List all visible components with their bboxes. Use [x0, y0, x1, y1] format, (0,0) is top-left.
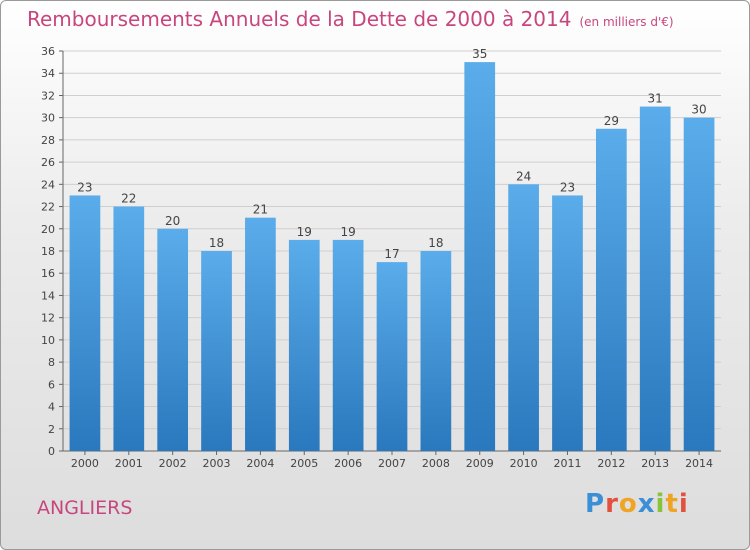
y-tick-label: 10	[41, 334, 55, 347]
y-tick-label: 22	[41, 201, 55, 214]
x-tick-label: 2002	[159, 457, 187, 470]
x-tick-label: 2000	[71, 457, 99, 470]
bar	[376, 262, 408, 451]
bar	[464, 62, 496, 451]
x-tick-label: 2011	[553, 457, 581, 470]
town-name: ANGLIERS	[37, 497, 133, 519]
bar	[683, 117, 715, 452]
x-tick-label: 2008	[422, 457, 450, 470]
y-tick-label: 34	[41, 67, 55, 80]
bar-value-label: 17	[384, 247, 399, 261]
bar-value-label: 19	[340, 225, 355, 239]
x-tick-label: 2014	[685, 457, 713, 470]
bar	[420, 251, 452, 451]
y-tick-label: 28	[41, 134, 55, 147]
bar	[595, 128, 627, 451]
labels: 23 2000 22 2001 20 2002 18 2003 21 2004 19 2005 19 20…	[71, 47, 713, 470]
logo-letter: t	[665, 489, 679, 519]
bar	[157, 228, 189, 451]
bar-value-label: 22	[121, 192, 136, 206]
bar	[552, 195, 583, 451]
chart-title-unit: (en milliers d'€)	[579, 15, 674, 29]
bar-value-label: 35	[472, 47, 487, 61]
y-tick-label: 8	[48, 356, 55, 369]
x-tick-label: 2012	[597, 457, 625, 470]
bar-value-label: 31	[648, 92, 663, 106]
bar	[639, 106, 671, 452]
bar	[288, 239, 320, 451]
y-tick-label: 32	[41, 89, 55, 102]
bar	[508, 184, 539, 452]
x-tick-label: 2010	[510, 457, 538, 470]
chart-title-main: Remboursements Annuels de la Dette de 20…	[27, 7, 572, 31]
x-tick-label: 2007	[378, 457, 406, 470]
logo-letter: i	[655, 489, 666, 519]
x-tick-label: 2001	[115, 457, 143, 470]
logo-letter: i	[678, 489, 689, 519]
logo-letter: x	[637, 489, 656, 519]
bar-value-label: 23	[77, 180, 92, 194]
y-tick-label: 18	[41, 245, 55, 258]
bar	[245, 217, 276, 451]
y-tick-label: 30	[41, 112, 55, 125]
bar-value-label: 24	[516, 169, 531, 183]
bar-value-label: 18	[209, 236, 224, 250]
bar-value-label: 18	[428, 236, 443, 250]
x-tick-label: 2005	[290, 457, 318, 470]
bar-value-label: 19	[297, 225, 312, 239]
bar	[201, 251, 232, 451]
y-tick-label: 26	[41, 156, 55, 169]
y-tick-label: 0	[48, 445, 55, 458]
y-tick-label: 20	[41, 223, 55, 236]
y-tick-label: 6	[48, 378, 55, 391]
x-tick-label: 2013	[641, 457, 669, 470]
bars	[69, 62, 715, 452]
logo-letter: r	[605, 489, 619, 519]
y-tick-label: 12	[41, 312, 55, 325]
bar-value-label: 29	[604, 114, 619, 128]
bar	[332, 239, 364, 451]
y-tick-label: 4	[48, 401, 55, 414]
x-tick-label: 2009	[466, 457, 494, 470]
bar-value-label: 21	[253, 203, 268, 217]
logo-letter: o	[618, 489, 638, 519]
y-tick-label: 14	[41, 289, 55, 302]
y-tick-label: 16	[41, 267, 55, 280]
x-tick-label: 2004	[246, 457, 274, 470]
proxiti-logo[interactable]: Proxiti	[585, 489, 689, 519]
bar-value-label: 20	[165, 214, 180, 228]
bar	[113, 206, 145, 451]
y-tick-label: 36	[41, 45, 55, 58]
x-tick-label: 2003	[203, 457, 231, 470]
bar-value-label: 30	[691, 103, 706, 117]
bar	[69, 195, 101, 451]
chart-title: Remboursements Annuels de la Dette de 20…	[27, 7, 674, 31]
y-tick-label: 24	[41, 178, 55, 191]
x-tick-label: 2006	[334, 457, 362, 470]
y-tick-label: 2	[48, 423, 55, 436]
bar-value-label: 23	[560, 180, 575, 194]
logo-letter: P	[585, 489, 606, 519]
